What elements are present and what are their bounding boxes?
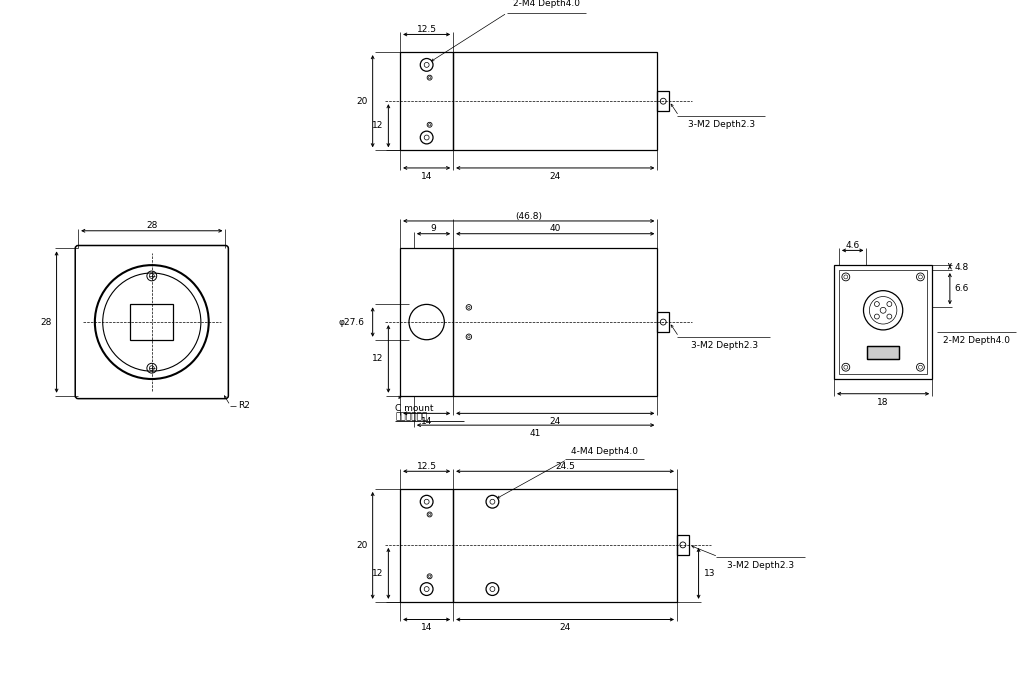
Text: 3-M2 Depth2.3: 3-M2 Depth2.3	[727, 561, 794, 570]
Bar	[400, 52, 453, 150]
Text: 14: 14	[421, 417, 433, 426]
Text: 4-M4 Depth4.0: 4-M4 Depth4.0	[571, 447, 638, 456]
Text: 12: 12	[372, 354, 383, 363]
Text: 18: 18	[878, 398, 889, 407]
Text: 28: 28	[146, 221, 158, 230]
Text: 2-M2 Depth4.0: 2-M2 Depth4.0	[942, 336, 1009, 345]
Text: (46.8): (46.8)	[515, 211, 542, 220]
Bar	[453, 248, 657, 396]
Bar	[453, 489, 677, 602]
Text: 12: 12	[372, 569, 383, 578]
Text: 4.6: 4.6	[846, 241, 860, 250]
Text: 3-M2 Depth2.3: 3-M2 Depth2.3	[690, 341, 758, 350]
Bar	[657, 312, 670, 332]
Text: 14: 14	[421, 172, 433, 181]
Text: 20: 20	[356, 541, 368, 550]
Bar	[400, 489, 453, 602]
Text: 24: 24	[559, 624, 571, 632]
Text: 40: 40	[550, 224, 561, 233]
Bar	[867, 346, 899, 359]
Text: 対面同一形状: 対面同一形状	[396, 413, 427, 422]
Text: 9: 9	[431, 224, 437, 233]
Text: 3-M2 Depth2.3: 3-M2 Depth2.3	[688, 120, 755, 129]
Text: 14: 14	[421, 624, 433, 632]
Text: 12.5: 12.5	[417, 462, 437, 471]
Text: 41: 41	[529, 429, 542, 438]
Text: R2: R2	[238, 401, 250, 410]
Text: C mount: C mount	[396, 403, 434, 412]
Text: 2-M4 Depth4.0: 2-M4 Depth4.0	[513, 0, 580, 8]
Bar	[657, 92, 670, 111]
Bar	[839, 270, 927, 374]
Bar	[867, 346, 899, 359]
Text: 12: 12	[372, 121, 383, 130]
Text: 12.5: 12.5	[417, 25, 437, 34]
Bar	[400, 248, 453, 396]
Bar	[834, 265, 932, 379]
Text: 28: 28	[40, 318, 52, 327]
Bar	[453, 52, 657, 150]
Bar	[677, 535, 689, 554]
Text: 13: 13	[703, 569, 715, 578]
Text: 24.5: 24.5	[555, 462, 575, 471]
Bar	[130, 304, 173, 340]
Text: 4.8: 4.8	[955, 263, 969, 272]
Text: 24: 24	[550, 172, 561, 181]
Text: 24: 24	[550, 417, 561, 426]
Text: φ27.6: φ27.6	[339, 318, 365, 327]
Text: 20: 20	[356, 97, 368, 106]
Text: 6.6: 6.6	[955, 284, 969, 293]
